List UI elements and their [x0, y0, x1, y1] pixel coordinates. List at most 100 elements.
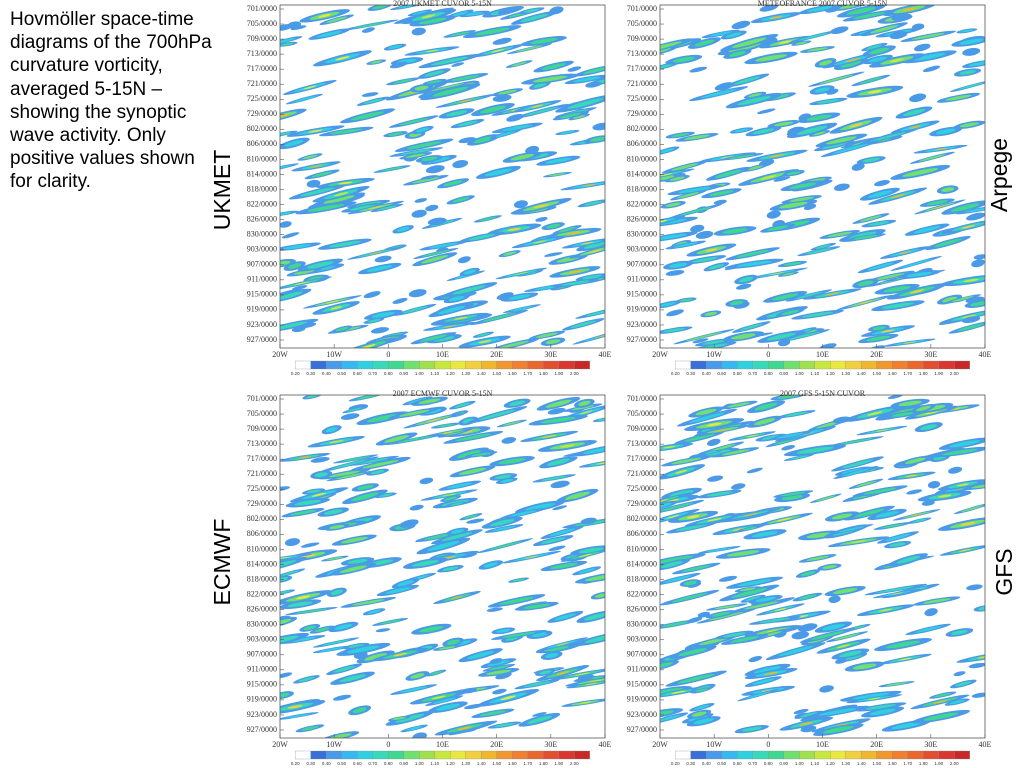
colorbar-box — [737, 750, 753, 760]
streak-core — [366, 414, 399, 423]
streak-core — [444, 496, 458, 501]
streak-peak — [295, 595, 311, 600]
streak-peak — [776, 517, 792, 522]
streak-core — [800, 712, 818, 718]
streak-peak — [924, 410, 939, 415]
streak-core — [737, 96, 771, 106]
streak-core — [570, 320, 596, 329]
streak — [834, 183, 850, 192]
streak-core — [478, 409, 516, 421]
streak — [489, 658, 503, 664]
streak-core — [660, 302, 676, 307]
streak-core — [874, 273, 905, 281]
colorbar-label: 1.70 — [903, 371, 912, 376]
colorbar-box — [954, 360, 970, 370]
streak-core — [841, 459, 874, 469]
colorbar-label: 0.20 — [291, 761, 300, 766]
streak-core — [816, 99, 840, 104]
streak-core — [942, 449, 978, 456]
streak-core — [722, 632, 746, 638]
colorbar-box — [814, 750, 831, 760]
colorbar-label: 0.80 — [764, 371, 773, 376]
y-tick-label: 919/0000 — [627, 305, 657, 314]
streak-peak — [588, 679, 604, 683]
streak — [791, 631, 810, 640]
streak — [731, 20, 751, 30]
colorbar-label: 0.40 — [322, 371, 331, 376]
colorbar-label: 0.60 — [733, 761, 742, 766]
streak-core — [457, 120, 478, 127]
streak-core — [832, 588, 858, 594]
x-tick-label: 10W — [706, 350, 722, 359]
streak-core — [392, 79, 414, 84]
colorbar-box — [341, 360, 358, 370]
streak-peak — [881, 329, 895, 333]
streak-core — [414, 85, 429, 91]
streak-core — [503, 251, 517, 256]
streak-core — [567, 98, 604, 109]
x-tick-label: 20W — [272, 740, 288, 749]
streak-core — [694, 704, 710, 710]
streak-core — [280, 291, 303, 300]
y-tick-label: 915/0000 — [627, 290, 657, 299]
colorbar-box — [465, 750, 482, 760]
y-tick-label: 729/0000 — [247, 499, 277, 508]
colorbar-label: 1.60 — [508, 371, 517, 376]
colorbar-label: 1.60 — [888, 761, 897, 766]
streak-core — [303, 625, 317, 631]
field-pattern — [280, 395, 605, 738]
streak-core — [752, 678, 775, 685]
streak-core — [733, 76, 761, 85]
colorbar-box — [326, 750, 342, 760]
streak-core — [428, 157, 450, 163]
streak-core — [902, 108, 926, 117]
streak — [707, 475, 724, 482]
x-tick-label: 40E — [599, 350, 612, 359]
streak-core — [753, 418, 776, 426]
streak-peak — [660, 498, 669, 504]
streak-core — [302, 154, 318, 160]
streak-core — [920, 424, 938, 430]
streak-core — [339, 565, 368, 573]
streak-peak — [500, 695, 516, 701]
y-tick-label: 822/0000 — [627, 199, 657, 208]
y-tick-label: 818/0000 — [247, 574, 277, 583]
streak-core — [869, 708, 896, 716]
streak-core — [834, 633, 860, 640]
streak-peak — [566, 231, 581, 235]
streak-core — [515, 45, 544, 52]
streak-peak — [878, 608, 893, 612]
y-tick-label: 717/0000 — [627, 64, 657, 73]
colorbar-box — [450, 360, 466, 370]
chart-title: 2007 UKMET CUVOR 5-15N — [393, 0, 492, 8]
streak — [420, 175, 439, 180]
streak-peak — [596, 462, 605, 465]
colorbar-box — [558, 750, 575, 760]
colorbar-box — [388, 750, 404, 760]
streak-peak — [898, 250, 912, 255]
streak-core — [419, 334, 448, 342]
streak-core — [468, 233, 496, 241]
streak — [492, 688, 507, 695]
streak-core — [288, 263, 302, 269]
streak — [425, 204, 439, 212]
streak — [906, 489, 923, 495]
streak-core — [863, 487, 897, 495]
streak-peak — [514, 271, 528, 275]
colorbar-label: 1.40 — [477, 761, 486, 766]
streak-peak — [836, 644, 851, 649]
streak-core — [280, 321, 308, 330]
streak-core — [351, 111, 385, 121]
streak-core — [661, 621, 690, 628]
streak-core — [492, 525, 516, 532]
streak-peak — [531, 104, 544, 108]
streak-peak — [743, 512, 759, 517]
colorbar-label: 1.90 — [934, 371, 943, 376]
streak-core — [906, 271, 932, 277]
streak-core — [783, 262, 802, 266]
streak — [287, 21, 302, 29]
colorbar-label: 0.50 — [717, 761, 726, 766]
streak-peak — [308, 129, 323, 133]
streak — [759, 5, 779, 12]
streak — [887, 395, 904, 400]
